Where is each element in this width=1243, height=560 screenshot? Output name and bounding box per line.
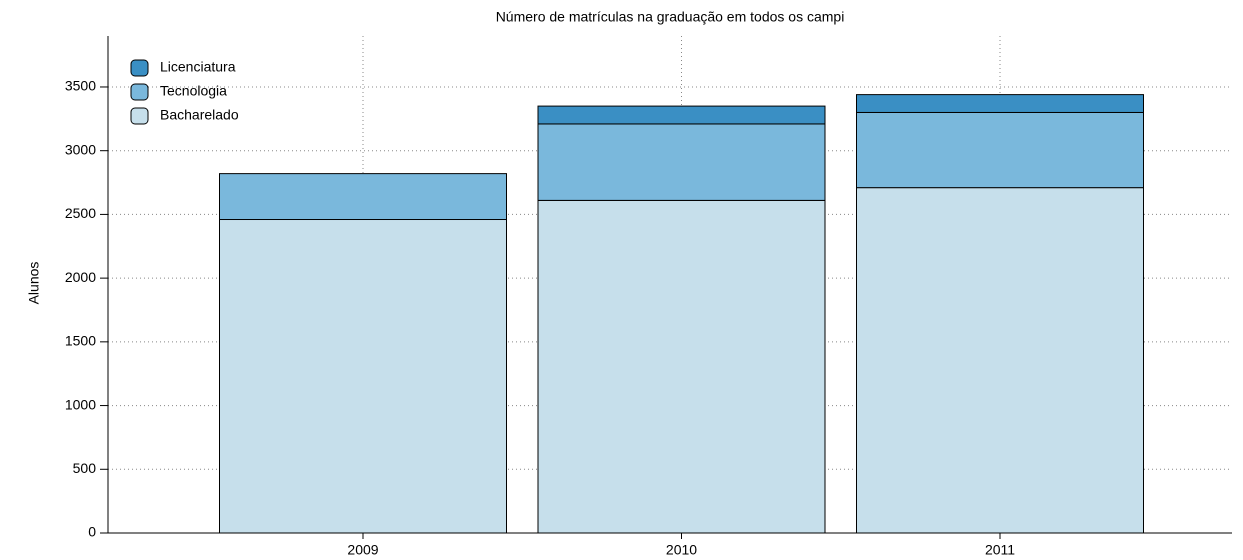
y-tick-label: 2000: [65, 269, 96, 285]
legend-label: Licenciatura: [160, 59, 236, 75]
y-tick-label: 3000: [65, 141, 96, 157]
y-tick-label: 2500: [65, 205, 96, 221]
y-tick-label: 0: [88, 524, 96, 540]
x-tick-label: 2011: [985, 542, 1015, 558]
y-axis-label: Alunos: [26, 262, 42, 305]
bar-segment: [219, 219, 507, 534]
y-tick-label: 500: [73, 460, 97, 476]
bar-segment: [219, 173, 507, 221]
legend-label: Tecnologia: [160, 83, 227, 99]
y-tick-label: 3500: [65, 78, 96, 94]
legend-label: Bacharelado: [160, 107, 239, 123]
bar-segment: [537, 123, 826, 201]
y-tick-label: 1000: [65, 396, 96, 412]
chart-title: Número de matrículas na graduação em tod…: [496, 9, 845, 25]
bar-segment: [856, 94, 1144, 113]
legend-swatch: [130, 83, 149, 101]
legend-swatch: [130, 107, 149, 125]
bar-segment: [856, 187, 1144, 534]
x-tick-label: 2009: [347, 542, 378, 558]
y-tick-label: 1500: [65, 333, 96, 349]
bar-segment: [537, 105, 826, 125]
x-tick-label: 2010: [666, 542, 697, 558]
bar-segment: [856, 111, 1144, 189]
bar-segment: [537, 199, 826, 534]
legend-swatch: [130, 59, 149, 77]
